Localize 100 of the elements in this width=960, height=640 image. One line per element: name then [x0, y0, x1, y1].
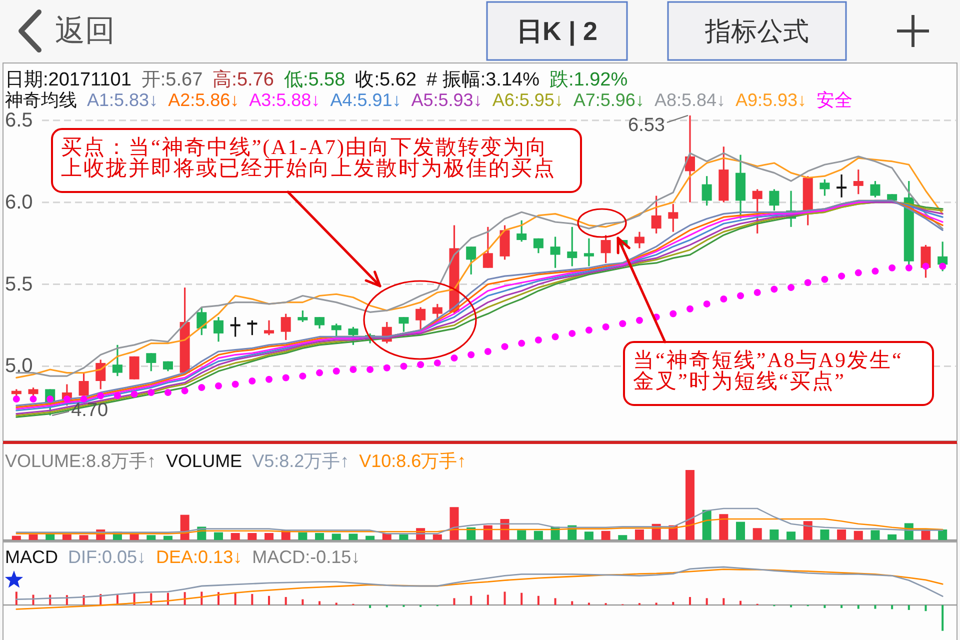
candlestick — [247, 320, 258, 336]
bar — [520, 592, 523, 605]
bar — [348, 534, 358, 540]
point — [80, 396, 88, 403]
bar — [554, 598, 556, 605]
bar — [924, 605, 927, 612]
point — [804, 279, 812, 286]
bar — [870, 530, 880, 540]
legend-title: MACD — [5, 547, 58, 567]
text: A5:5.93↓ — [411, 90, 482, 110]
point — [854, 269, 862, 276]
point — [838, 272, 846, 280]
candlestick — [298, 310, 308, 323]
point — [366, 366, 374, 374]
point — [922, 262, 930, 270]
text: A9:5.93↓ — [736, 90, 807, 110]
candlestick — [600, 234, 611, 264]
candlestick — [466, 246, 476, 276]
text: A4:5.91↓ — [330, 90, 402, 110]
bar — [672, 602, 674, 605]
text: 日K | 2 — [516, 16, 598, 46]
text: V10:8.6万手↑ — [359, 451, 466, 471]
candlestick — [398, 316, 409, 333]
text: A3:5.88↓ — [249, 90, 320, 110]
bar — [470, 596, 472, 605]
bar — [369, 605, 372, 608]
bar — [146, 535, 156, 540]
bar — [537, 596, 540, 605]
point — [417, 361, 424, 368]
point — [332, 368, 340, 375]
point — [148, 388, 155, 396]
point — [720, 296, 728, 303]
bar — [234, 593, 236, 605]
bar — [486, 594, 489, 605]
bar — [399, 534, 408, 540]
candlestick — [331, 322, 342, 338]
point — [468, 351, 475, 358]
bar — [62, 534, 72, 540]
point — [872, 268, 879, 275]
candlestick — [213, 316, 224, 342]
candlestick — [702, 175, 712, 206]
bar — [534, 530, 543, 540]
candlestick — [129, 356, 140, 380]
point — [534, 336, 542, 344]
bar — [284, 597, 287, 605]
bar — [824, 605, 826, 608]
text: A1:5.83↓ — [87, 90, 158, 110]
candlestick — [769, 188, 780, 212]
candlestick — [264, 320, 274, 336]
candlestick — [584, 238, 594, 268]
candlestick — [482, 226, 493, 269]
bar — [702, 510, 712, 540]
point — [164, 388, 172, 396]
text: V5:8.2万手↑ — [252, 451, 350, 471]
bar — [571, 601, 574, 605]
text: 指标公式 — [704, 16, 809, 46]
point — [585, 326, 592, 334]
bar — [248, 533, 257, 540]
point — [299, 372, 306, 380]
candlestick — [668, 203, 678, 233]
candlestick — [550, 236, 560, 269]
candlestick — [651, 194, 662, 234]
bar — [719, 514, 728, 540]
bar — [366, 536, 375, 540]
candlestick — [230, 316, 240, 338]
annotation: 收:5.62 — [355, 70, 416, 90]
bar — [688, 597, 691, 605]
annotation: 买点：当“神奇中线”(A1-A7)由向下发散转变为向上收拢并即将或已经开始向上发散时为极佳的买点 — [61, 135, 556, 180]
point — [754, 288, 761, 296]
candlestick — [870, 180, 880, 198]
bar — [820, 530, 830, 540]
point — [450, 354, 458, 362]
bar — [504, 592, 506, 605]
point — [248, 377, 256, 384]
candlestick — [96, 358, 106, 390]
series-label: DIF:0.05↓ — [68, 547, 146, 567]
bar — [264, 533, 274, 540]
point — [198, 384, 206, 392]
series-label: DEA:0.13↓ — [156, 547, 242, 567]
point — [737, 292, 744, 300]
bar — [15, 592, 18, 605]
text: A8:5.84↓ — [654, 90, 726, 110]
point — [770, 286, 778, 293]
candlestick — [567, 226, 578, 268]
bar — [79, 535, 88, 540]
point — [888, 264, 896, 272]
point — [30, 396, 37, 403]
point — [939, 262, 946, 270]
bar — [938, 530, 948, 540]
text: A2:5.86↓ — [168, 90, 240, 110]
annotation: 跌:1.92% — [549, 70, 628, 90]
candlestick — [853, 168, 864, 195]
point — [383, 364, 390, 372]
bar — [450, 507, 459, 540]
bar — [740, 600, 742, 605]
point — [670, 310, 677, 318]
bar — [786, 532, 796, 540]
candlestick — [314, 316, 325, 330]
bar — [214, 532, 223, 540]
bar — [770, 530, 779, 540]
